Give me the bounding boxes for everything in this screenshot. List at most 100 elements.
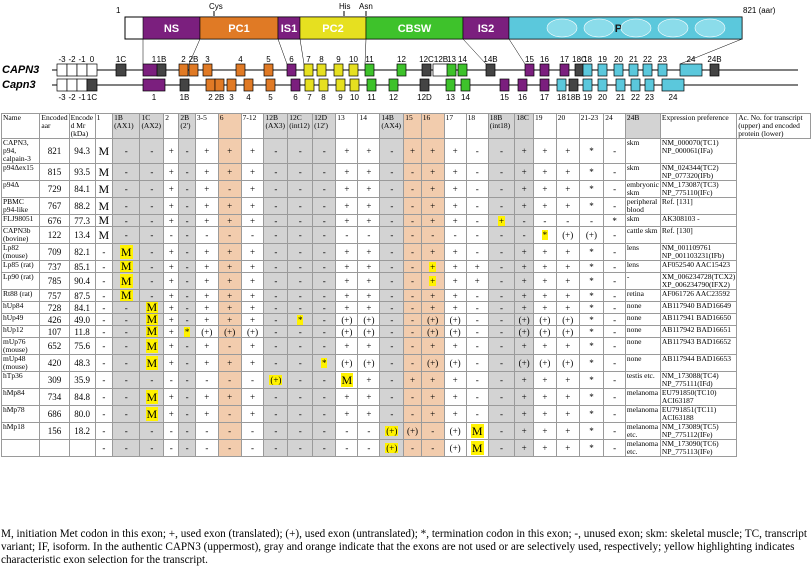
exon-usage: + bbox=[366, 167, 372, 177]
exon-cell: - bbox=[578, 214, 605, 227]
exon-cell: + bbox=[532, 405, 557, 423]
exon-usage: + bbox=[168, 247, 174, 257]
column-header: 2 bbox=[163, 113, 180, 139]
residue-his: His bbox=[339, 2, 351, 11]
exon-usage: + bbox=[366, 392, 372, 402]
exon-cell: + bbox=[335, 260, 359, 273]
exon-usage: - bbox=[298, 409, 302, 419]
exon-usage: - bbox=[124, 443, 128, 453]
exon-cell: + bbox=[194, 163, 219, 181]
exon-usage: + bbox=[565, 392, 571, 402]
exon-usage: - bbox=[500, 230, 504, 240]
exon-label: 9 bbox=[338, 93, 343, 102]
exon-usage: (+) bbox=[363, 314, 375, 325]
exon-cell: - bbox=[603, 337, 626, 355]
exon-usage: + bbox=[344, 302, 350, 313]
exon-cell: (+) bbox=[443, 354, 467, 372]
column-header: 15 bbox=[403, 113, 422, 139]
exon-cell: - bbox=[379, 301, 405, 314]
exon-cell: - bbox=[94, 272, 114, 290]
exon-cell: + bbox=[217, 138, 242, 164]
exon-usage: + bbox=[366, 261, 372, 272]
exon-usage: + bbox=[366, 276, 372, 286]
exon-cell: + bbox=[163, 337, 180, 355]
exon-usage: + bbox=[250, 314, 256, 325]
exon-cell: - bbox=[514, 214, 534, 227]
exon-cell: + bbox=[357, 301, 381, 314]
exon-cell: + bbox=[420, 388, 445, 406]
expression-preference: none bbox=[624, 337, 661, 355]
exon-cell: - bbox=[94, 354, 114, 372]
column-header: 16 bbox=[420, 113, 445, 139]
exon-usage: - bbox=[124, 426, 128, 436]
exon-label: -3 bbox=[58, 93, 66, 102]
accession-number: EU791850(TC10) ACI63187 bbox=[659, 388, 738, 406]
exon-usage: - bbox=[124, 314, 128, 325]
exon-cell: M bbox=[139, 301, 165, 314]
exon-cell: + bbox=[194, 313, 219, 326]
exon-usage: - bbox=[228, 341, 232, 351]
exon-usage: - bbox=[411, 409, 414, 419]
exon-usage: - bbox=[475, 290, 479, 301]
exon-usage: + bbox=[344, 146, 350, 156]
encoded-aar: 652 bbox=[39, 337, 70, 355]
accession-number: Ref. [130] bbox=[659, 226, 738, 244]
exon-cell: + bbox=[465, 260, 489, 273]
encoded-aar: 709 bbox=[39, 243, 70, 261]
exon-cell: * bbox=[312, 354, 337, 372]
exon-cell: + bbox=[163, 138, 180, 164]
exon-usage: + bbox=[452, 215, 458, 226]
table-row: Lp82 (mouse) 709 82.1- M - + - + + + - - - + + - - + + - - + +… bbox=[0, 243, 811, 261]
exon-usage: - bbox=[322, 426, 326, 436]
exon-cell: - bbox=[403, 214, 422, 227]
exon-cell: + bbox=[240, 260, 265, 273]
exon-usage: + bbox=[168, 392, 174, 402]
exon-cell: - bbox=[287, 197, 314, 215]
exon-label: 10 bbox=[350, 93, 359, 102]
exon-usage: + bbox=[521, 341, 527, 351]
ef-hand-motif bbox=[620, 18, 652, 38]
exon-usage: + bbox=[452, 146, 458, 156]
exon-label: 16 bbox=[518, 93, 527, 102]
column-header: 24B bbox=[624, 113, 661, 139]
exon-cell: + bbox=[217, 313, 242, 326]
exon-cell: + bbox=[514, 138, 534, 164]
exon-21 bbox=[628, 63, 639, 77]
residue-cys: Cys bbox=[209, 2, 223, 11]
exon-usage: + bbox=[204, 302, 210, 313]
exon-usage: - bbox=[390, 261, 394, 272]
exon-usage: * bbox=[589, 247, 594, 257]
expression-preference: skm bbox=[624, 138, 661, 164]
exon-usage: + bbox=[521, 290, 527, 301]
exon-usage: - bbox=[298, 146, 302, 156]
exon-cell: + bbox=[403, 138, 422, 164]
exon-cell: - bbox=[403, 243, 422, 261]
encoded-mr: 80.0 bbox=[68, 405, 96, 423]
exon-cell: (+) bbox=[335, 325, 359, 338]
exon-cell: M bbox=[139, 313, 165, 326]
exon-cell: + bbox=[443, 405, 467, 423]
exon-cell: - bbox=[94, 371, 114, 389]
exon-cell: + bbox=[532, 301, 557, 314]
exon-usage: M bbox=[98, 181, 110, 196]
exon-cell: - bbox=[139, 197, 165, 215]
exon-cell: - bbox=[263, 301, 289, 314]
exon-cell: (+) bbox=[514, 354, 534, 372]
exon-usage: + bbox=[227, 276, 233, 286]
exon-usage: * bbox=[589, 184, 594, 194]
exon-cell: - bbox=[603, 163, 626, 181]
exon-usage: + bbox=[250, 247, 256, 257]
exon-usage: + bbox=[227, 201, 233, 211]
exon-cell: * bbox=[578, 272, 605, 290]
exon--3 bbox=[56, 63, 68, 77]
exon-usage: * bbox=[183, 326, 191, 337]
exon-cell: - bbox=[178, 439, 196, 457]
exon-label: 9 bbox=[336, 55, 341, 64]
exon-cell: (+) bbox=[578, 226, 605, 244]
exon-cell: - bbox=[112, 138, 141, 164]
exon-label: 1C bbox=[116, 55, 126, 64]
exon-cell: - bbox=[194, 422, 219, 440]
exon-cell: + bbox=[357, 214, 381, 227]
exon-usage: - bbox=[322, 443, 326, 453]
exon-usage: + bbox=[227, 146, 233, 156]
